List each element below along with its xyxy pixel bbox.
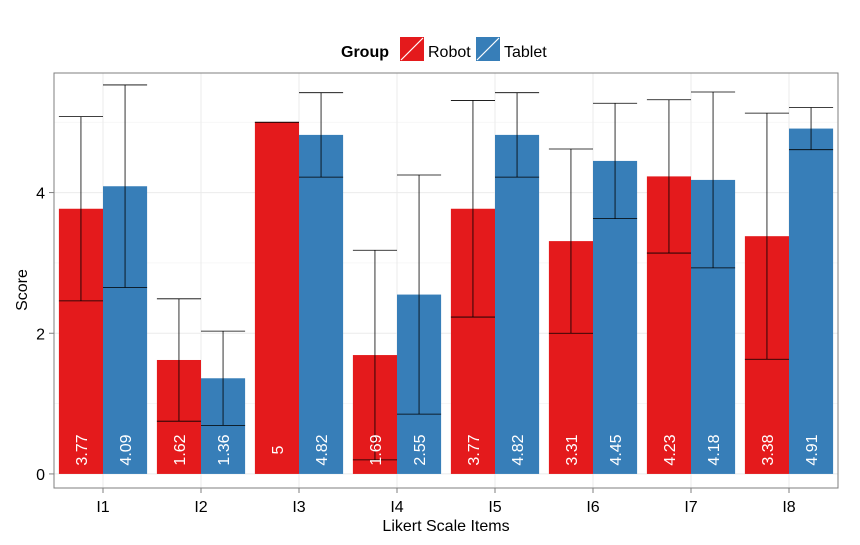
bar-value-label: 2.55	[412, 434, 429, 465]
bar-value-label: 4.45	[608, 434, 625, 465]
legend-label-tablet: Tablet	[504, 44, 547, 61]
bar-value-label: 4.23	[662, 434, 679, 465]
legend-item-robot: Robot	[400, 37, 471, 61]
x-tick-label: I2	[194, 499, 207, 516]
x-tick-label: I1	[96, 499, 109, 516]
bar-value-label: 1.36	[216, 434, 233, 465]
legend-label-robot: Robot	[428, 44, 471, 61]
bar-labels: 3.77 1.62 5 1.69 3.77 3.31 4.23 3.38 4.09 1.36 4.8…	[74, 434, 821, 465]
bar-value-label: 4.09	[118, 434, 135, 465]
bar-value-label: 1.62	[172, 434, 189, 465]
bar-value-label: 5	[270, 445, 287, 454]
x-tick-label: I4	[390, 499, 403, 516]
bar-tablet-i3	[299, 134, 344, 474]
legend-item-tablet: Tablet	[476, 37, 547, 61]
y-axis-title: Score	[14, 269, 31, 311]
x-tick-label: I7	[684, 499, 697, 516]
bar-value-label: 4.82	[314, 434, 331, 465]
bar-tablet-i8	[789, 128, 834, 474]
x-axis-title: Likert Scale Items	[382, 518, 509, 535]
y-tick-label: 2	[36, 326, 45, 343]
x-tick-label: I3	[292, 499, 305, 516]
error-bars	[58, 84, 834, 461]
y-axis: 0 2 4	[36, 186, 54, 484]
bar-value-label: 3.77	[74, 434, 91, 465]
bar-value-label: 1.69	[368, 434, 385, 465]
bar-value-label: 4.18	[706, 434, 723, 465]
bar-value-label: 3.31	[564, 434, 581, 465]
bar-value-label: 3.77	[466, 434, 483, 465]
bar-value-label: 4.82	[510, 434, 527, 465]
bar-value-label: 4.91	[804, 434, 821, 465]
x-tick-label: I6	[586, 499, 599, 516]
y-tick-label: 4	[36, 186, 45, 203]
legend-title: Group	[341, 44, 389, 61]
y-tick-label: 0	[36, 467, 45, 484]
panel-border	[53, 72, 839, 489]
bar-robot-i3	[254, 122, 299, 474]
legend-key-tablet-slash	[476, 37, 500, 61]
panel-frame	[53, 72, 839, 489]
bar-tablet-i5	[495, 134, 540, 474]
x-tick-label: I8	[782, 499, 795, 516]
legend: Group Robot Tablet	[341, 37, 547, 61]
x-tick-label: I5	[488, 499, 501, 516]
x-axis: I1 I2 I3 I4 I5 I6 I7 I8	[96, 488, 796, 516]
bar-value-label: 3.38	[760, 434, 777, 465]
legend-key-robot-slash	[400, 37, 424, 61]
